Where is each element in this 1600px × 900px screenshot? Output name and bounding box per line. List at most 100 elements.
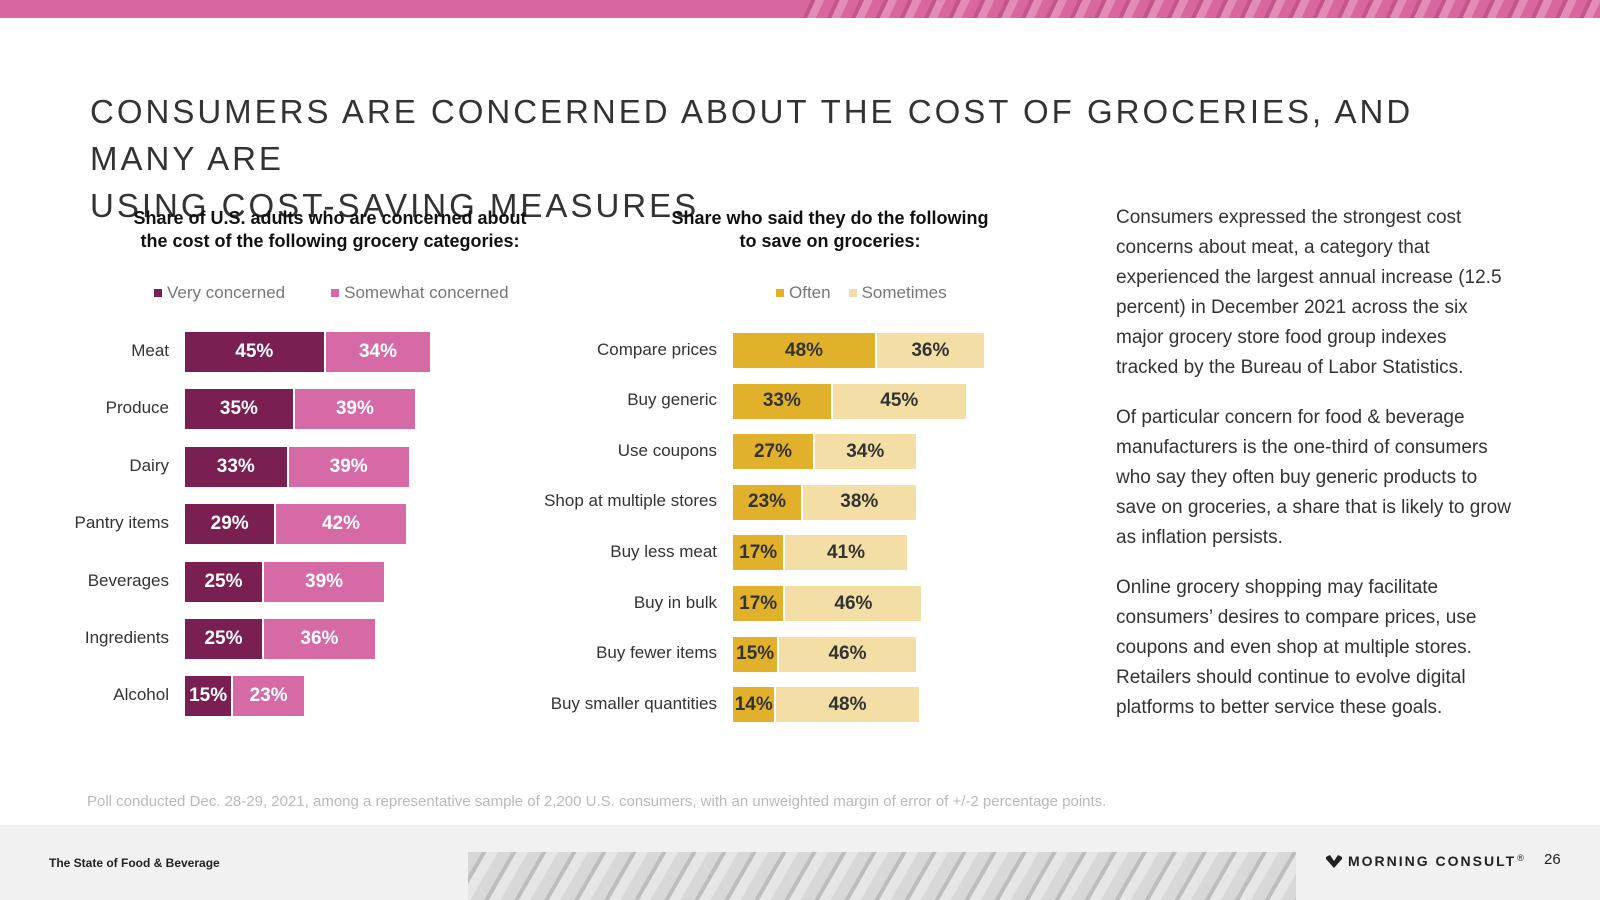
saving-category-label: Use coupons xyxy=(617,440,717,460)
report-name: The State of Food & Beverage xyxy=(49,856,220,870)
commentary: Consumers expressed the strongest cost c… xyxy=(1116,203,1511,743)
legend-swatch-very-concerned xyxy=(154,289,162,297)
concern-value-label: 36% xyxy=(300,628,339,649)
saving-value-label: 34% xyxy=(846,440,885,462)
saving-category-label: Buy generic xyxy=(627,390,717,410)
concern-category-label: Ingredients xyxy=(84,628,169,647)
saving-bar-sometimes xyxy=(814,434,916,470)
saving-category-label: Buy in bulk xyxy=(633,592,717,612)
legend-swatch-often xyxy=(776,289,784,297)
concern-category-label: Dairy xyxy=(129,455,169,475)
chart2-title: Share who said they do the following to … xyxy=(640,207,1020,253)
brand-trademark: ® xyxy=(1517,853,1524,863)
concern-value-label: 34% xyxy=(358,341,397,362)
legend-sometimes: Sometimes xyxy=(848,283,947,303)
commentary-paragraph-2: Of particular concern for food & beverag… xyxy=(1116,407,1511,548)
saving-bar-often xyxy=(733,333,876,368)
saving-value-label: 36% xyxy=(911,339,950,361)
concern-value-label: 25% xyxy=(204,628,243,649)
chart2-legend: Often Sometimes xyxy=(776,283,965,303)
concern-bar-somewhat-concerned xyxy=(276,504,406,545)
saving-value-label: 15% xyxy=(736,643,775,665)
saving-bar-sometimes xyxy=(785,586,922,621)
concern-bar-very-concerned xyxy=(185,504,275,545)
page-number: 26 xyxy=(1544,851,1561,868)
concern-bar-very-concerned xyxy=(185,332,324,372)
chart2-title-line-1: Share who said they do the following xyxy=(671,208,989,228)
saving-bar-sometimes xyxy=(776,687,919,723)
concern-value-label: 29% xyxy=(210,513,249,535)
saving-category-label: Buy smaller quantities xyxy=(550,693,717,713)
chart1-legend: Very concerned Somewhat concerned xyxy=(154,283,555,303)
chart1-title-line-1: Share of U.S. adults who are concerned a… xyxy=(133,208,527,228)
saving-value-label: 46% xyxy=(834,592,873,614)
concern-value-label: 45% xyxy=(235,341,274,362)
concern-value-label: 39% xyxy=(329,455,368,477)
legend-label-sometimes: Sometimes xyxy=(861,283,947,302)
chart1-title-line-2: the cost of the following grocery catego… xyxy=(140,231,520,251)
concern-category-label: Alcohol xyxy=(113,685,169,705)
saving-bar-sometimes xyxy=(832,383,966,419)
saving-bar-sometimes xyxy=(803,484,916,520)
legend-often: Often xyxy=(776,283,831,303)
saving-bar-sometimes xyxy=(779,636,916,672)
saving-value-label: 48% xyxy=(785,339,824,361)
concern-category-label: Beverages xyxy=(87,570,169,590)
saving-category-label: Shop at multiple stores xyxy=(544,491,717,511)
saving-bar-often xyxy=(733,434,813,470)
saving-value-label: 46% xyxy=(828,643,867,665)
legend-swatch-somewhat-concerned xyxy=(331,289,340,297)
saving-category-label: Buy fewer items xyxy=(596,643,717,663)
commentary-paragraph-1: Consumers expressed the strongest cost c… xyxy=(1116,207,1502,378)
concern-bar-somewhat-concerned xyxy=(294,389,415,430)
saving-category-label: Compare prices xyxy=(597,339,717,359)
concern-value-label: 39% xyxy=(335,398,374,420)
concern-bar-very-concerned xyxy=(185,561,262,602)
saving-value-label: 48% xyxy=(828,693,867,715)
concern-value-label: 35% xyxy=(219,398,258,420)
saving-category-label: Buy less meat xyxy=(610,541,717,561)
concern-bar-very-concerned xyxy=(185,676,232,717)
footnote: Poll conducted Dec. 28-29, 2021, among a… xyxy=(87,793,1107,810)
concern-value-label: 42% xyxy=(321,513,360,535)
concern-value-label: 33% xyxy=(216,455,255,477)
saving-bar-often xyxy=(733,636,778,672)
morning-consult-mark-icon xyxy=(1326,854,1342,868)
saving-value-label: 41% xyxy=(826,541,865,563)
footer: The State of Food & Beverage MORNING CON… xyxy=(0,825,1600,900)
legend-label-very-concerned: Very concerned xyxy=(167,283,286,302)
chart2-title-line-2: to save on groceries: xyxy=(739,231,921,251)
legend-somewhat-concerned: Somewhat concerned xyxy=(331,283,509,303)
brand-logo: MORNING CONSULT ® xyxy=(1326,853,1524,869)
saving-bar-often xyxy=(733,535,784,571)
saving-bar-often xyxy=(733,383,831,419)
saving-value-label: 17% xyxy=(739,541,778,563)
concern-bar-somewhat-concerned xyxy=(264,561,385,602)
concern-bar-very-concerned xyxy=(185,619,262,659)
page-title-line-2: USING COST-SAVING MEASURES xyxy=(90,187,700,224)
concern-bar-very-concerned xyxy=(185,389,293,430)
concern-value-label: 39% xyxy=(305,570,344,592)
legend-label-somewhat-concerned: Somewhat concerned xyxy=(344,283,509,302)
legend-label-often: Often xyxy=(789,283,831,302)
brand-name: MORNING CONSULT xyxy=(1348,853,1517,869)
concern-bar-somewhat-concerned xyxy=(325,332,431,372)
concern-bar-somewhat-concerned xyxy=(264,619,375,659)
saving-value-label: 33% xyxy=(762,390,801,412)
page-title: CONSUMERS ARE CONCERNED ABOUT THE COST O… xyxy=(90,88,1530,229)
saving-value-label: 27% xyxy=(753,440,792,462)
saving-value-label: 14% xyxy=(734,693,773,715)
concern-value-label: 15% xyxy=(189,685,228,707)
saving-value-label: 45% xyxy=(880,390,919,412)
footer-texture-band xyxy=(468,852,1296,900)
commentary-paragraph-3: Online grocery shopping may facilitate c… xyxy=(1116,577,1477,718)
concern-bar-very-concerned xyxy=(185,446,287,487)
legend-very-concerned: Very concerned xyxy=(154,283,285,303)
concern-category-label: Meat xyxy=(131,341,169,360)
page-title-line-1: CONSUMERS ARE CONCERNED ABOUT THE COST O… xyxy=(90,93,1414,177)
saving-bar-often xyxy=(733,484,802,520)
saving-bar-sometimes xyxy=(877,333,984,368)
saving-bar-sometimes xyxy=(785,535,907,571)
concern-bar-somewhat-concerned xyxy=(233,676,305,717)
concern-value-label: 23% xyxy=(249,685,288,707)
